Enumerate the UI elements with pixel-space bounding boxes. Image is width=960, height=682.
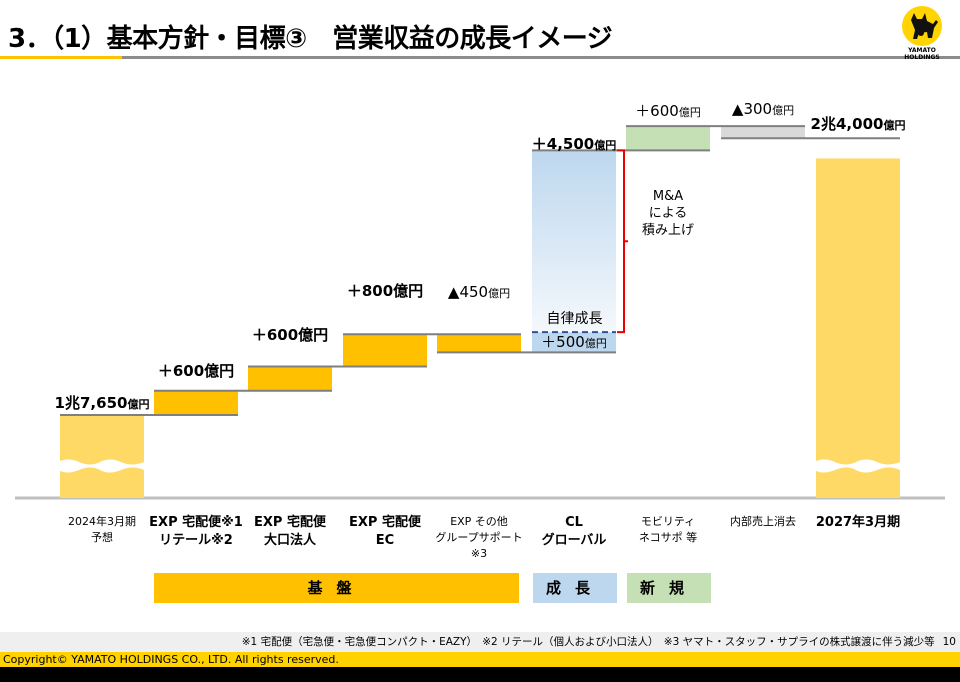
logo-text: YAMATO HOLDINGS	[904, 47, 940, 61]
category-label: モビリティ ネコサポ 等	[638, 515, 698, 544]
bar-1	[154, 390, 238, 415]
title-underline-accent	[0, 56, 122, 59]
value-label: ＋800億円	[346, 282, 424, 300]
category-label: EXP 宅配便※1 リテール※2	[149, 515, 243, 548]
bar-9	[816, 158, 900, 498]
axis-break-icon	[814, 459, 900, 473]
category-label: CL グローバル	[541, 515, 607, 548]
value-label: ＋600億円	[635, 102, 701, 120]
ma-bracket	[617, 149, 628, 334]
group-new: 新規	[627, 573, 711, 603]
bar-0	[60, 415, 144, 498]
bar-7	[626, 126, 710, 151]
bar-2	[248, 366, 332, 391]
title-underline	[122, 56, 960, 59]
value-label: ＋600億円	[157, 362, 235, 380]
value-label: ▲300億円	[731, 100, 795, 118]
organic-growth-label: 自律成長	[546, 311, 603, 327]
category-label: EXP 宅配便 EC	[349, 515, 421, 548]
bottom-band	[0, 667, 960, 682]
axis-break-icon	[58, 459, 144, 473]
value-label: 1兆7,650億円	[54, 394, 150, 412]
value-label: 2兆4,000億円	[810, 115, 906, 133]
category-label: EXP その他 グループサポート※3	[435, 515, 523, 560]
value-label: ＋500億円	[541, 333, 607, 351]
bar-4	[437, 334, 521, 353]
category-label: EXP 宅配便 大口法人	[254, 515, 326, 548]
waterfall-chart	[15, 125, 945, 500]
bar-8	[721, 126, 805, 139]
bar-3	[343, 334, 427, 367]
bar-6	[532, 150, 616, 333]
ma-annotation: M&A による 積み上げ	[641, 189, 694, 238]
copyright: Copyright© YAMATO HOLDINGS CO., LTD. All…	[0, 652, 960, 667]
value-label: ▲450億円	[447, 283, 511, 301]
category-label: 内部売上消去	[730, 515, 796, 528]
page-title: 3．（1）基本方針・目標③ 営業収益の成長イメージ	[8, 24, 613, 54]
category-label: 2027年3月期	[815, 515, 901, 530]
category-label: 2024年3月期 予想	[68, 515, 136, 544]
group-growth: 成長	[533, 573, 617, 603]
bar-5	[532, 332, 616, 353]
value-label: ＋600億円	[251, 326, 329, 344]
footnotes: ※1 宅配便（宅急便・宅急便コンパクト・EAZY） ※2 リテール（個人および小…	[0, 632, 960, 652]
yamato-cat-logo-icon	[902, 6, 942, 46]
page-number: 10	[942, 636, 956, 648]
value-label: ＋4,500億円	[531, 135, 617, 153]
group-base: 基盤	[154, 573, 519, 603]
